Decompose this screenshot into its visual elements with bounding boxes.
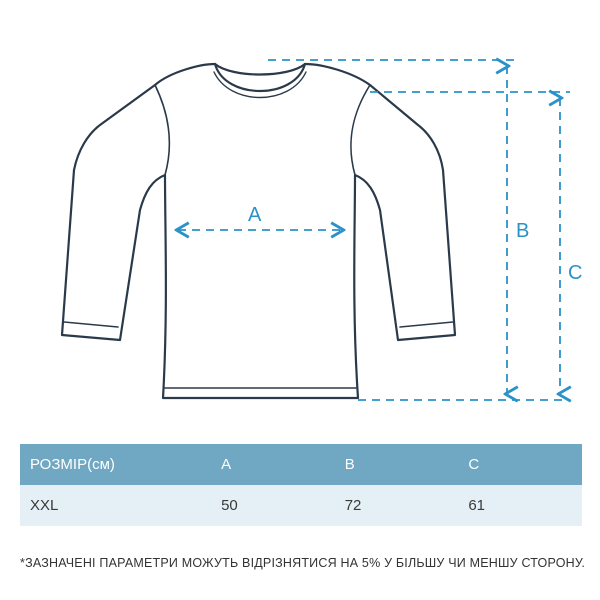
- table-header-row: РОЗМІР(см) A B C: [20, 444, 582, 485]
- garment-outline: [62, 64, 455, 398]
- cell-C: 61: [458, 485, 582, 526]
- col-size: РОЗМІР(см): [20, 444, 211, 485]
- col-A: A: [211, 444, 335, 485]
- size-table: РОЗМІР(см) A B C XXL 50 72 61: [20, 444, 582, 526]
- table-row: XXL 50 72 61: [20, 485, 582, 526]
- label-C: C: [568, 262, 582, 285]
- footnote: *ЗАЗНАЧЕНІ ПАРАМЕТРИ МОЖУТЬ ВІДРІЗНЯТИСЯ…: [20, 556, 585, 570]
- col-B: B: [335, 444, 459, 485]
- col-C: C: [458, 444, 582, 485]
- cell-A: 50: [211, 485, 335, 526]
- label-B: B: [516, 220, 529, 243]
- measure-lines: [178, 60, 570, 400]
- cell-size: XXL: [20, 485, 211, 526]
- cell-B: 72: [335, 485, 459, 526]
- label-A: A: [248, 204, 261, 227]
